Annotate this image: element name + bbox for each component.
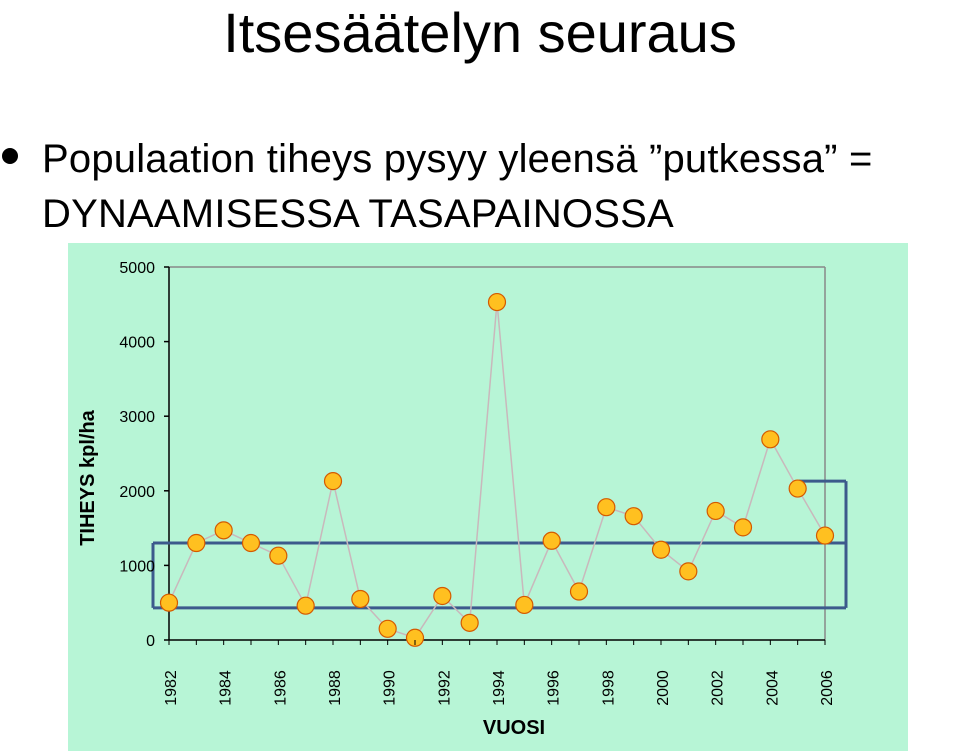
data-point (187, 533, 206, 553)
data-point (542, 531, 561, 550)
data-point (351, 589, 370, 609)
data-point (487, 292, 507, 312)
x-axis-title: VUOSI (483, 717, 545, 739)
data-point (733, 518, 753, 537)
x-tick-label: 2002 (710, 670, 727, 706)
bullet-dot-icon (2, 148, 18, 164)
x-tick-label: 1996 (546, 670, 563, 706)
data-point (214, 521, 233, 540)
x-tick-label: 1994 (491, 670, 508, 706)
data-point (405, 628, 425, 647)
bullet-line-1: Populaation tiheys pysyy yleensä ”putkes… (42, 137, 873, 181)
bullet-line-2: DYNAAMISESSA TASAPAINOSSA (42, 192, 674, 236)
x-tick-label: 1998 (600, 670, 617, 706)
data-point (679, 562, 698, 581)
density-band (151, 479, 848, 610)
data-markers (159, 292, 835, 647)
data-point (323, 472, 343, 491)
data-point (788, 479, 807, 498)
data-point (815, 526, 835, 545)
slide-title: Itsesäätelyn seuraus (223, 1, 737, 64)
y-tick-label: 3000 (119, 409, 155, 426)
x-tick-label: 1986 (272, 670, 289, 706)
data-point (569, 582, 589, 601)
y-tick-label: 2000 (119, 484, 155, 501)
x-tick-label: 1992 (436, 670, 453, 706)
y-axis-ticks: 0 1000 2000 3000 4000 5000 (119, 260, 169, 650)
data-point (706, 501, 725, 521)
data-point (651, 540, 671, 559)
chart-background (68, 243, 908, 751)
x-axis-ticks: 1982 1984 1986 1988 1990 1992 1994 1996 1998 2000… (163, 640, 836, 706)
x-tick-label: 2000 (655, 670, 672, 706)
bullet-text: Populaation tiheys pysyy yleensä ”putkes… (42, 132, 960, 242)
data-point (761, 430, 780, 449)
y-axis-title: TIHEYS kpl/ha (77, 409, 99, 545)
data-point (241, 533, 261, 553)
data-point (624, 507, 643, 526)
y-tick-label: 0 (146, 633, 155, 650)
x-tick-label: 1990 (382, 670, 399, 706)
y-tick-label: 5000 (119, 260, 155, 277)
x-tick-label: 1984 (218, 670, 235, 706)
y-tick-label: 1000 (119, 558, 155, 575)
data-point (269, 546, 288, 565)
y-tick-label: 4000 (119, 335, 155, 352)
data-point (159, 593, 179, 612)
data-point (378, 619, 397, 638)
data-point (515, 595, 534, 615)
data-point (433, 586, 452, 606)
x-tick-label: 1988 (327, 670, 344, 706)
data-point (597, 498, 616, 517)
x-tick-label: 1982 (163, 670, 180, 706)
data-point (296, 596, 315, 615)
x-tick-label: 2006 (819, 670, 836, 706)
data-point (460, 613, 479, 632)
x-tick-label: 2004 (764, 670, 781, 706)
